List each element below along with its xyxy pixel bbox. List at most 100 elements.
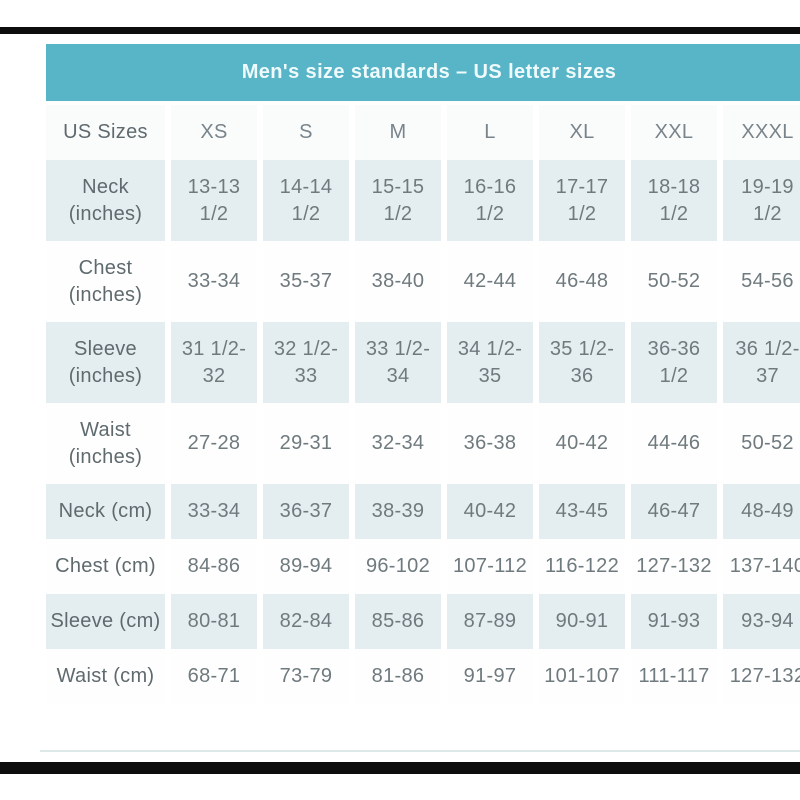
column-header-l: L (441, 105, 536, 160)
size-cell: 50-52 (625, 241, 720, 322)
column-header-s: S (257, 105, 352, 160)
size-cell: 68-71 (165, 649, 260, 704)
cell-text-line: 73-79 (279, 665, 333, 688)
row-label: Neck (cm) (46, 484, 168, 539)
size-cell: 42-44 (441, 241, 536, 322)
size-cell: 80-81 (165, 594, 260, 649)
cell-text-line: 36-37 (279, 500, 333, 523)
cell-text-line: 1/2 (567, 202, 597, 225)
cell-text-line: 127-132 (729, 665, 800, 688)
size-cell: 101-107 (533, 649, 628, 704)
size-cell: 91-97 (441, 649, 536, 704)
size-cell: 17-17 1/2 (533, 160, 628, 241)
size-chart-region: Men's size standards – US letter sizes U… (46, 44, 800, 719)
cell-text-line: 1/2 (291, 202, 321, 225)
size-cell: 33-34 (165, 484, 260, 539)
table-row: Chest (cm) 84-86 89-94 96-102 107-112 116-122… (46, 539, 800, 594)
size-cell: 93-94 (717, 594, 800, 649)
cell-text-line: 32-34 (371, 432, 425, 455)
cell-text-line: 35 1/2- (549, 338, 615, 361)
cell-text-line: 80-81 (187, 610, 241, 633)
cell-text-line: 36 (570, 364, 594, 387)
size-cell: 32 1/2- 33 (257, 322, 352, 403)
cell-text-line: 37 (756, 364, 779, 387)
cell-text-line: 54-56 (741, 270, 794, 293)
size-cell: 33-34 (165, 241, 260, 322)
cell-text-line: 33-34 (187, 500, 241, 523)
row-label: Waist (inches) (46, 403, 168, 484)
size-cell: 36-37 (257, 484, 352, 539)
cell-text-line: 81-86 (371, 665, 425, 688)
table-row: Waist (cm) 68-71 73-79 81-86 91-97 101-107 111… (46, 649, 800, 704)
size-cell: 50-52 (717, 403, 800, 484)
size-cell: 127-132 (717, 649, 800, 704)
size-table-body: Neck (inches) 13-13 1/2 14-14 1/2 15-15 1/2 16-1… (46, 160, 800, 704)
cell-text-line: 14-14 (279, 176, 333, 199)
cell-text-line: Waist (cm) (56, 665, 155, 688)
size-cell: 35-37 (257, 241, 352, 322)
cell-text-line: (inches) (68, 445, 143, 468)
cell-text-line: 18-18 (647, 176, 701, 199)
size-cell: 43-45 (533, 484, 628, 539)
size-cell: 44-46 (625, 403, 720, 484)
cell-text-line: (inches) (68, 364, 143, 387)
size-cell: 40-42 (441, 484, 536, 539)
cell-text-line: 1/2 (199, 202, 229, 225)
row-label: Chest (inches) (46, 241, 168, 322)
cell-text-line: 82-84 (279, 610, 333, 633)
size-cell: 46-47 (625, 484, 720, 539)
cell-text-line: Sleeve (cm) (50, 610, 161, 633)
cell-text-line: 1/2 (659, 202, 689, 225)
cell-text-line: 15-15 (371, 176, 425, 199)
size-cell: 34 1/2- 35 (441, 322, 536, 403)
cell-text-line: 34 (386, 364, 410, 387)
size-cell: 40-42 (533, 403, 628, 484)
cell-text-line: 89-94 (279, 555, 333, 578)
cell-text-line: 43-45 (555, 500, 609, 523)
size-cell: 116-122 (533, 539, 628, 594)
top-black-bar (0, 27, 800, 34)
cell-text-line: 34 1/2- (457, 338, 523, 361)
cell-text-line: 91-93 (647, 610, 701, 633)
column-header-xxxl: XXXL (717, 105, 800, 160)
size-cell: 31 1/2- 32 (165, 322, 260, 403)
cell-text-line: 32 (202, 364, 226, 387)
size-cell: 19-19 1/2 (717, 160, 800, 241)
size-cell: 81-86 (349, 649, 444, 704)
cell-text-line: 1/2 (753, 202, 782, 225)
size-cell: 38-39 (349, 484, 444, 539)
cell-text-line: 44-46 (647, 432, 701, 455)
size-cell: 36-36 1/2 (625, 322, 720, 403)
cell-text-line: (inches) (68, 283, 143, 306)
cell-text-line: 50-52 (741, 432, 794, 455)
row-label: Chest (cm) (46, 539, 168, 594)
cell-text-line: 87-89 (463, 610, 517, 633)
size-cell: 107-112 (441, 539, 536, 594)
size-table-head: US Sizes XS S M L XL XXL XXXL (46, 105, 800, 160)
size-cell: 27-28 (165, 403, 260, 484)
table-row: Waist (inches) 27-28 29-31 32-34 36-38 40-42 44… (46, 403, 800, 484)
size-cell: 48-49 (717, 484, 800, 539)
size-cell: 111-117 (625, 649, 720, 704)
cell-text-line: 40-42 (555, 432, 609, 455)
size-cell: 33 1/2- 34 (349, 322, 444, 403)
cell-text-line: 35-37 (279, 270, 333, 293)
size-cell: 14-14 1/2 (257, 160, 352, 241)
size-cell: 96-102 (349, 539, 444, 594)
size-chart: Men's size standards – US letter sizes U… (46, 44, 800, 704)
cell-text-line: 33 (294, 364, 318, 387)
cell-text-line: 1/2 (659, 364, 689, 387)
cell-text-line: 17-17 (555, 176, 609, 199)
size-cell: 15-15 1/2 (349, 160, 444, 241)
cell-text-line: 36 1/2- (735, 338, 800, 361)
cell-text-line: 35 (478, 364, 502, 387)
size-cell: 35 1/2- 36 (533, 322, 628, 403)
cell-text-line: 46-48 (555, 270, 609, 293)
column-header-m: M (349, 105, 444, 160)
size-cell: 54-56 (717, 241, 800, 322)
table-title: Men's size standards – US letter sizes (46, 44, 800, 101)
size-cell: 18-18 1/2 (625, 160, 720, 241)
cell-text-line: Chest (78, 257, 133, 280)
cell-text-line: 38-39 (371, 500, 425, 523)
cell-text-line: 107-112 (452, 555, 527, 578)
